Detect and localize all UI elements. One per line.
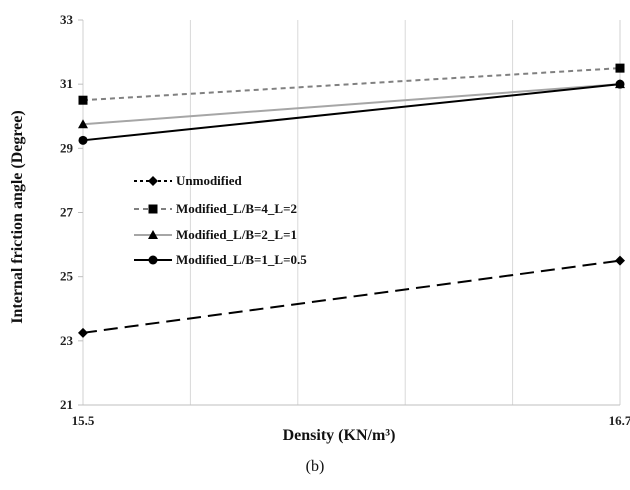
legend-key-unmodified xyxy=(134,176,172,186)
legend-entry-lb4: Modified_L/B=4_L=2 xyxy=(134,201,297,216)
series-line xyxy=(82,83,621,126)
tick-labels: 21 23 25 27 29 31 33 15.5 16.7 xyxy=(60,12,630,428)
legend-key-lb2 xyxy=(134,230,172,239)
legend: Unmodified Modified_L/B=4_L=2 Modified_L… xyxy=(134,173,307,267)
y-tick-label: 29 xyxy=(60,140,74,155)
series-line xyxy=(82,67,621,102)
y-tick-label: 27 xyxy=(60,205,74,220)
figure-caption: (b) xyxy=(305,458,325,475)
legend-label-unmodified: Unmodified xyxy=(176,173,243,188)
legend-label-lb2: Modified_L/B=2_L=1 xyxy=(176,227,297,242)
legend-entry-unmodified: Unmodified xyxy=(134,173,243,188)
x-tick-label: 15.5 xyxy=(72,413,95,428)
data-point xyxy=(615,255,625,266)
grid xyxy=(189,20,514,405)
y-tick-label: 31 xyxy=(60,76,73,91)
legend-label-lb4: Modified_L/B=4_L=2 xyxy=(176,201,297,216)
series-0 xyxy=(78,255,625,338)
y-tick-label: 25 xyxy=(60,269,74,284)
legend-marker xyxy=(148,255,158,265)
y-tick-label: 21 xyxy=(60,397,73,412)
series-line xyxy=(82,83,621,142)
axes xyxy=(78,19,621,406)
series-line xyxy=(82,259,621,334)
series-2 xyxy=(78,79,625,129)
legend-key-lb1 xyxy=(134,255,172,265)
data-point xyxy=(78,95,88,105)
x-tick-label: 16.7 xyxy=(609,413,630,428)
data-point xyxy=(78,327,88,338)
y-tick-label: 33 xyxy=(60,12,74,27)
data-point xyxy=(615,79,625,89)
legend-marker xyxy=(148,230,158,239)
series-1 xyxy=(78,63,625,105)
y-tick-label: 23 xyxy=(60,333,74,348)
legend-entry-lb1: Modified_L/B=1_L=0.5 xyxy=(134,252,307,267)
plot-area xyxy=(78,63,625,338)
data-point xyxy=(615,63,625,73)
x-axis-title: Density (KN/m³) xyxy=(283,427,396,444)
data-point xyxy=(78,119,88,129)
legend-key-lb4 xyxy=(134,204,172,214)
series-3 xyxy=(78,79,625,145)
y-axis-title: Internal friction angle (Degree) xyxy=(9,110,26,323)
legend-marker xyxy=(148,204,158,214)
legend-entry-lb2: Modified_L/B=2_L=1 xyxy=(134,227,297,242)
legend-label-lb1: Modified_L/B=1_L=0.5 xyxy=(176,252,307,267)
chart: 21 23 25 27 29 31 33 15.5 16.7 Density (KN/m³) I… xyxy=(9,12,630,444)
legend-marker xyxy=(148,176,158,186)
data-point xyxy=(78,135,88,145)
